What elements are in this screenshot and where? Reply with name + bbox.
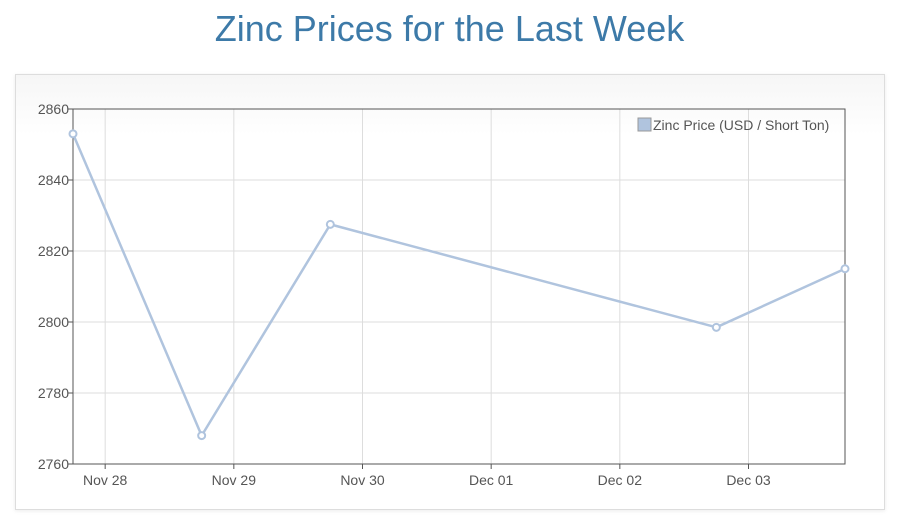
- y-tick-label: 2760: [38, 456, 69, 472]
- legend: Zinc Price (USD / Short Ton): [637, 117, 829, 133]
- tick-labels: 2760 2780 2800 2820 2840 2860 Nov 28 Nov 29 Nov …: [38, 101, 771, 488]
- data-point: [68, 129, 78, 139]
- x-tick-label: Dec 03: [726, 472, 771, 488]
- page-title: Zinc Prices for the Last Week: [214, 8, 685, 49]
- y-tick-label: 2840: [38, 172, 69, 188]
- data-point: [711, 322, 721, 332]
- data-point: [840, 264, 850, 274]
- data-point: [197, 431, 207, 441]
- x-tick-label: Dec 02: [598, 472, 643, 488]
- axes: [68, 108, 846, 469]
- chart-panel: [15, 74, 885, 510]
- legend-swatch: [637, 117, 652, 132]
- x-tick-label: Dec 01: [469, 472, 514, 488]
- x-tick-label: Nov 30: [340, 472, 385, 488]
- series-line: [71, 133, 846, 437]
- y-tick-label: 2820: [38, 243, 69, 259]
- y-tick-label: 2860: [38, 101, 69, 117]
- data-point: [325, 219, 335, 229]
- x-tick-label: Nov 29: [212, 472, 257, 488]
- x-tick-label: Nov 28: [83, 472, 128, 488]
- y-tick-label: 2780: [38, 385, 69, 401]
- grid-lines: [73, 108, 845, 465]
- y-tick-label: 2800: [38, 314, 69, 330]
- plot-border: [72, 108, 846, 465]
- series-layer: [68, 129, 850, 441]
- legend-label: Zinc Price (USD / Short Ton): [653, 117, 829, 133]
